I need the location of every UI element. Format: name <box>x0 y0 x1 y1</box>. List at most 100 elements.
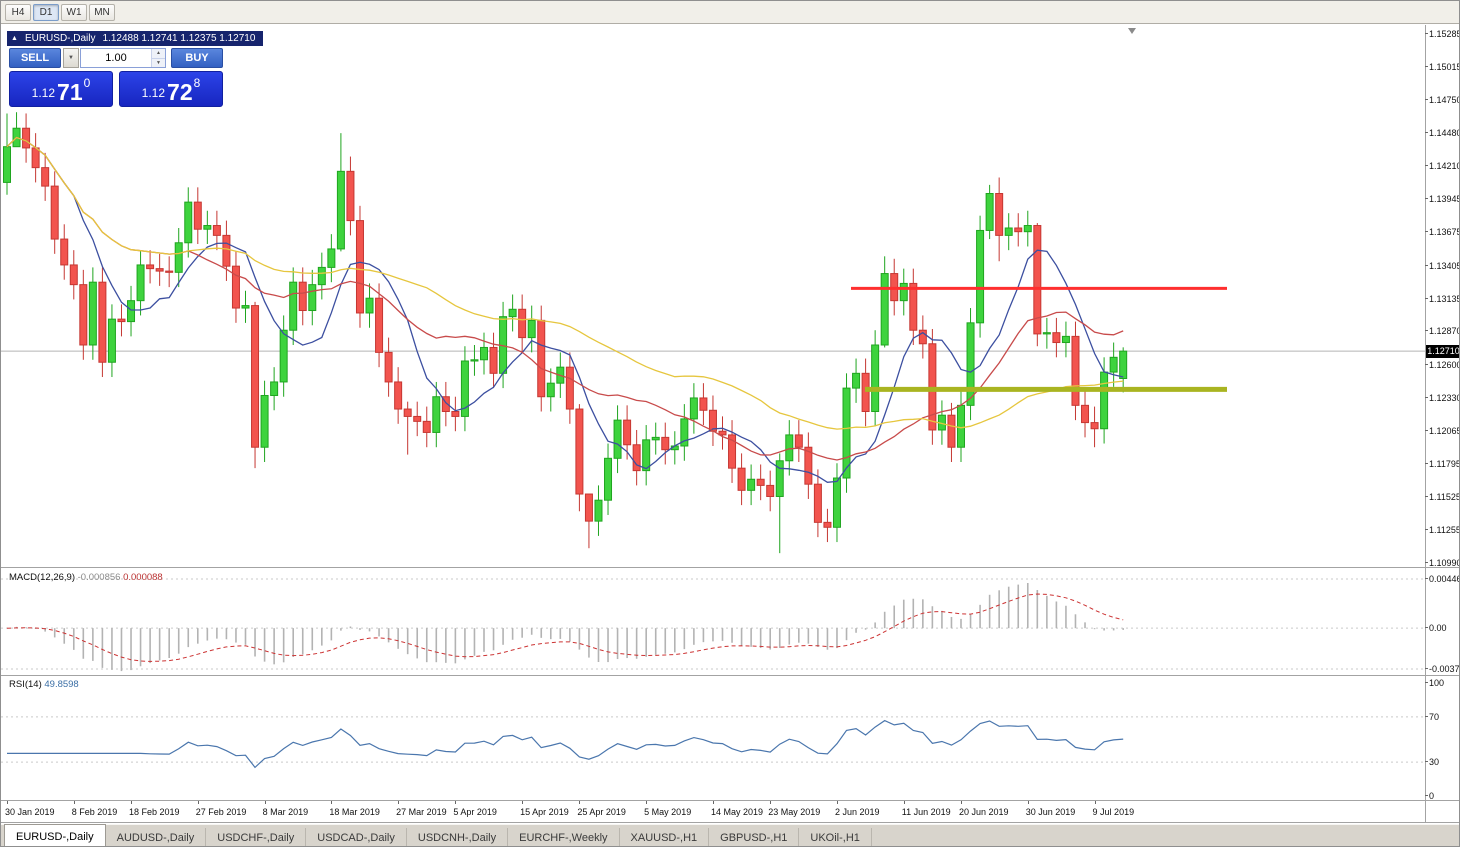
sell-price-prefix: 1.12 <box>31 86 56 100</box>
time-axis-label: 5 Apr 2019 <box>453 807 497 817</box>
time-axis-label: 25 Apr 2019 <box>577 807 626 817</box>
quote-strip: ▲ EURUSD-,Daily 1.12488 1.12741 1.12375 … <box>7 31 264 46</box>
price-axis[interactable]: 1.15285 1.15015 1.14750 1.14480 1.14210 1.139… <box>1425 24 1460 800</box>
price-axis-label: 1.14750 <box>1425 94 1460 105</box>
time-axis-label: 23 May 2019 <box>768 807 821 817</box>
price-axis-label: 1.11255 <box>1425 525 1460 536</box>
chart-tab-usdchf-daily[interactable]: USDCHF-,Daily <box>206 828 307 846</box>
price-axis-border <box>1425 25 1426 822</box>
rsi-axis-label: 0 <box>1424 791 1435 801</box>
time-axis-tick <box>522 801 524 804</box>
chart-tab-usdcad-daily[interactable]: USDCAD-,Daily <box>306 828 407 846</box>
time-axis-label: 9 Jul 2019 <box>1092 807 1135 817</box>
rsi-indicator-label: RSI(14) 49.8598 <box>9 679 79 690</box>
macd-axis-label: 0.004465 <box>1425 574 1459 584</box>
timeframe-button-h4[interactable]: H4 <box>5 3 31 21</box>
macd-signal-value: 0.000088 <box>123 572 163 583</box>
time-axis-label: 27 Mar 2019 <box>396 807 447 817</box>
sell-price-tile[interactable]: 1.12 71 0 <box>9 71 113 107</box>
buy-price-tile[interactable]: 1.12 72 8 <box>119 71 223 107</box>
time-axis-tick <box>197 801 199 804</box>
spin-up-icon[interactable]: ▲ <box>152 49 165 59</box>
slow-ma <box>6 136 1124 430</box>
macd-indicator-label: MACD(12,26,9) -0.000856 0.000088 <box>9 572 163 583</box>
sell-button[interactable]: SELL <box>9 48 61 68</box>
price-axis-label: 1.13675 <box>1425 227 1460 238</box>
time-axis-tick <box>836 801 838 804</box>
timeframe-button-d1[interactable]: D1 <box>33 3 59 21</box>
time-axis-label: 5 May 2019 <box>644 807 692 817</box>
window-bottom-border <box>1 822 1459 823</box>
price-axis-label: 1.12065 <box>1425 425 1460 436</box>
time-axis-tick <box>264 801 266 804</box>
time-axis[interactable]: 30 Jan 2019 8 Feb 2019 18 Feb 2019 27 Feb 2… <box>1 801 1425 822</box>
panel-separator[interactable] <box>1 567 1459 568</box>
macd-axis-label: 0.00 <box>1425 623 1447 634</box>
macd-signal-line <box>6 593 1124 662</box>
time-axis-tick <box>398 801 400 804</box>
time-axis-label: 8 Feb 2019 <box>71 807 118 817</box>
time-axis-tick <box>455 801 457 804</box>
time-axis-label: 20 Jun 2019 <box>959 807 1009 817</box>
price-axis-label: 1.10990 <box>1425 558 1460 568</box>
time-axis-label: 15 Apr 2019 <box>520 807 569 817</box>
chart-tab-ukoil-h1[interactable]: UKOil-,H1 <box>799 828 872 846</box>
rsi-panel[interactable] <box>1 677 1425 799</box>
volume-dropdown-button[interactable]: ▼ <box>63 48 79 68</box>
spin-down-icon[interactable]: ▼ <box>152 58 165 67</box>
volume-spin-buttons: ▲ ▼ <box>151 49 165 67</box>
price-axis-label: 1.12330 <box>1425 392 1460 403</box>
price-axis-label: 1.13135 <box>1425 293 1460 304</box>
collapse-panel-icon[interactable]: ▲ <box>11 35 18 42</box>
mid-ma <box>6 136 1124 461</box>
time-axis-tick <box>961 801 962 804</box>
buy-price-pip: 8 <box>193 76 201 90</box>
price-axis-label: 1.14210 <box>1425 161 1460 172</box>
rsi-axis-label: 100 <box>1424 678 1445 688</box>
price-axis-label: 1.15285 <box>1425 29 1460 39</box>
macd-panel[interactable] <box>1 569 1425 673</box>
timeframe-button-mn[interactable]: MN <box>89 3 115 21</box>
timeframe-toolbar: H4 D1 W1 MN <box>1 1 1459 24</box>
price-axis-label: 1.12600 <box>1425 359 1460 370</box>
buy-button[interactable]: BUY <box>171 48 223 68</box>
time-axis-tick <box>770 801 772 804</box>
timeframe-button-w1[interactable]: W1 <box>61 3 87 21</box>
price-axis-label: 1.13945 <box>1425 194 1460 205</box>
chart-tab-eurusd-daily[interactable]: EURUSD-,Daily <box>4 824 106 846</box>
rsi-axis[interactable]: 100 70 30 0 <box>1424 677 1459 801</box>
macd-value: -0.000856 <box>77 572 121 583</box>
quote-symbol: EURUSD-,Daily <box>24 33 96 44</box>
time-axis-tick <box>131 801 133 804</box>
price-axis-label: 1.11525 <box>1425 492 1460 503</box>
time-axis-label: 18 Mar 2019 <box>329 807 380 817</box>
buy-price-prefix: 1.12 <box>141 86 166 100</box>
chart-shift-marker-icon <box>1128 28 1136 34</box>
chevron-down-icon: ▼ <box>68 55 74 61</box>
rsi-line <box>7 719 1124 769</box>
rsi-axis-label: 30 <box>1424 757 1440 768</box>
price-axis-label: 1.14480 <box>1425 128 1460 139</box>
time-axis-tick <box>712 801 714 804</box>
chart-tab-usdcnh-daily[interactable]: USDCNH-,Daily <box>407 828 509 846</box>
price-axis-label: 1.15015 <box>1425 62 1460 73</box>
time-axis-label: 11 Jun 2019 <box>901 807 951 817</box>
volume-input[interactable]: 1.00 <box>105 52 127 64</box>
chart-tab-eurchf-weekly[interactable]: EURCHF-,Weekly <box>508 828 620 846</box>
price-axis-label: 1.13405 <box>1425 260 1460 271</box>
rsi-axis-label: 70 <box>1424 711 1440 722</box>
time-axis-tick <box>73 801 75 804</box>
panel-separator[interactable] <box>1 675 1459 676</box>
sell-price-pip: 0 <box>83 76 91 90</box>
time-axis-label: 18 Feb 2019 <box>129 807 180 817</box>
chart-tab-audusd-daily[interactable]: AUDUSD-,Daily <box>106 828 207 846</box>
chart-tab-gbpusd-h1[interactable]: GBPUSD-,H1 <box>709 828 800 846</box>
time-axis-label: 14 May 2019 <box>710 807 763 817</box>
time-axis-tick <box>331 801 333 804</box>
time-axis-tick <box>579 801 581 804</box>
main-price-chart[interactable] <box>1 25 1425 566</box>
chart-tab-xauusd-h1[interactable]: XAUUSD-,H1 <box>620 828 710 846</box>
